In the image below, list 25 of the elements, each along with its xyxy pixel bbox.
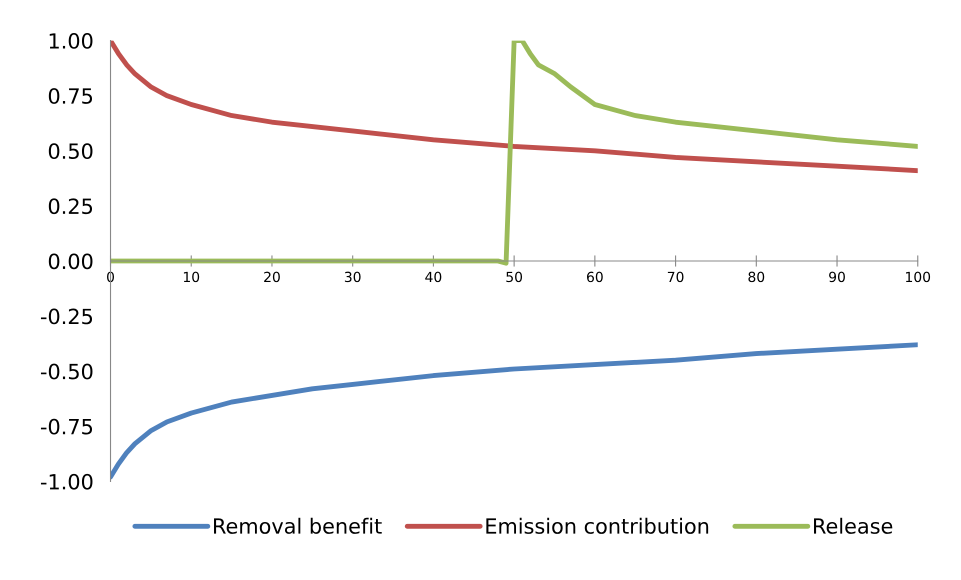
line-series	[110, 40, 918, 266]
y-tick-label: 1.00	[50, 33, 92, 49]
x-tick-label: 30	[344, 272, 361, 282]
x-tick-label: 80	[748, 272, 764, 282]
x-tick-label: 20	[264, 272, 280, 282]
x-tick-label: 40	[425, 272, 442, 282]
y-tick-label: 0.75	[48, 88, 92, 104]
x-tick-label: 100	[906, 272, 930, 282]
x-tick-label: 10	[184, 272, 200, 282]
y-tick-label: 0.00	[48, 253, 92, 270]
x-tick-label: 60	[586, 272, 603, 282]
x-tick-label: 50	[506, 272, 522, 282]
legend-label: Removal benefit	[214, 518, 382, 534]
y-tick-label: 0.25	[48, 198, 92, 214]
x-tick-label: 90	[829, 272, 845, 282]
y-tick-label: 0.50	[48, 143, 92, 160]
x-tick-label: 70	[668, 272, 684, 282]
legend-label: Emission contribution	[486, 518, 708, 534]
y-tick-label: -0.25	[40, 308, 92, 324]
y-tick-label: -0.75	[40, 418, 92, 435]
y-tick-label: -1.00	[40, 474, 92, 490]
line-series	[110, 40, 918, 174]
y-tick-label: -0.50	[40, 364, 92, 380]
legend-label: Release	[814, 518, 892, 534]
line-series	[110, 342, 918, 480]
